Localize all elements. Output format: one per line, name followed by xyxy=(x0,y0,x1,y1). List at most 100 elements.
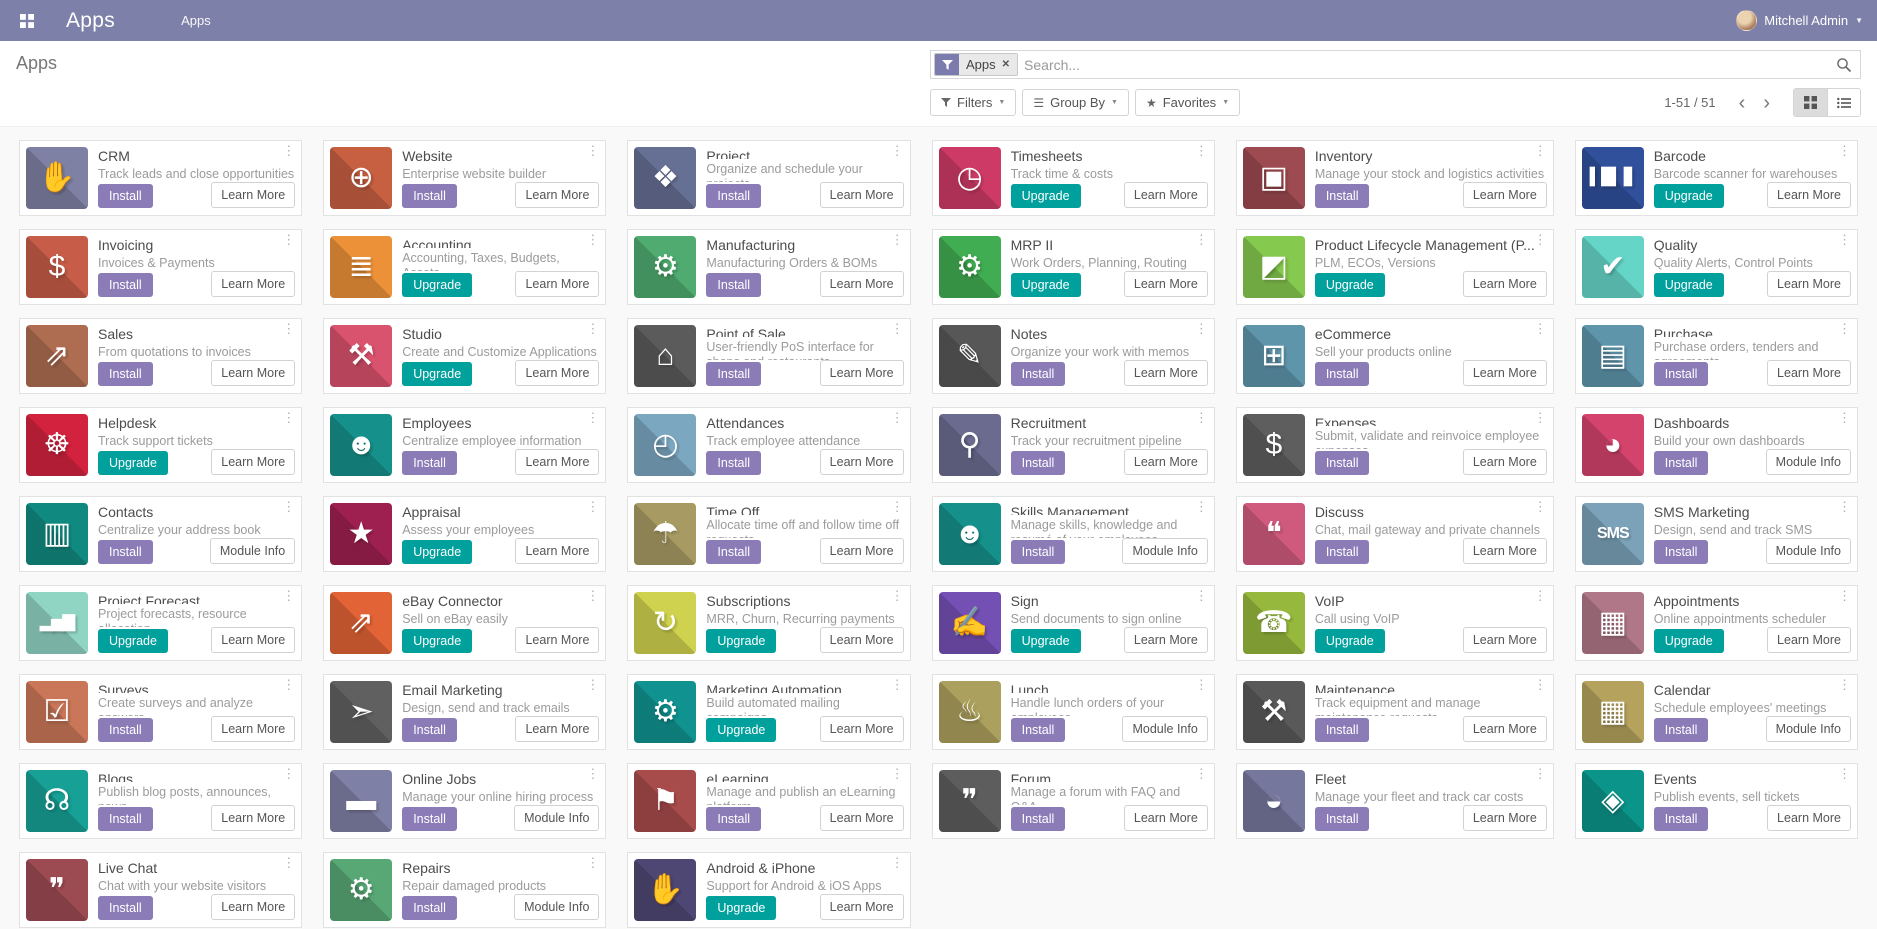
group-by-button[interactable]: ☰ Group By ▼ xyxy=(1022,89,1129,116)
kebab-menu-icon[interactable]: ⋮ xyxy=(1837,499,1851,514)
upgrade-button[interactable]: Upgrade xyxy=(1653,184,1724,208)
search-icon[interactable] xyxy=(1836,57,1852,73)
kebab-menu-icon[interactable]: ⋮ xyxy=(282,855,296,870)
install-button[interactable]: Install xyxy=(1314,451,1370,475)
install-button[interactable]: Install xyxy=(1653,451,1709,475)
learn-more-link[interactable]: Learn More xyxy=(1462,449,1547,475)
upgrade-button[interactable]: Upgrade xyxy=(98,451,168,475)
learn-more-link[interactable]: Learn More xyxy=(515,271,600,297)
kebab-menu-icon[interactable]: ⋮ xyxy=(282,766,296,781)
learn-more-link[interactable]: Learn More xyxy=(211,894,296,920)
install-button[interactable]: Install xyxy=(706,273,762,297)
kebab-menu-icon[interactable]: ⋮ xyxy=(586,321,600,336)
install-button[interactable]: Install xyxy=(1653,718,1709,742)
pager-next-icon[interactable]: › xyxy=(1763,91,1770,114)
kebab-menu-icon[interactable]: ⋮ xyxy=(1194,410,1208,425)
learn-more-link[interactable]: Learn More xyxy=(515,360,600,386)
install-button[interactable]: Install xyxy=(98,807,153,831)
kebab-menu-icon[interactable]: ⋮ xyxy=(890,143,904,158)
install-button[interactable]: Install xyxy=(98,362,153,386)
learn-more-link[interactable]: Learn More xyxy=(211,449,296,475)
install-button[interactable]: Install xyxy=(1010,718,1066,742)
learn-more-link[interactable]: Learn More xyxy=(819,271,904,297)
upgrade-button[interactable]: Upgrade xyxy=(402,540,473,564)
kebab-menu-icon[interactable]: ⋮ xyxy=(1837,232,1851,247)
kebab-menu-icon[interactable]: ⋮ xyxy=(586,588,600,603)
install-button[interactable]: Install xyxy=(706,184,762,208)
module-info-link[interactable]: Module Info xyxy=(1122,538,1208,564)
learn-more-link[interactable]: Learn More xyxy=(819,182,904,208)
install-button[interactable]: Install xyxy=(1653,362,1709,386)
kebab-menu-icon[interactable]: ⋮ xyxy=(1533,232,1547,247)
kebab-menu-icon[interactable]: ⋮ xyxy=(586,855,600,870)
install-button[interactable]: Install xyxy=(1653,540,1709,564)
kebab-menu-icon[interactable]: ⋮ xyxy=(586,499,600,514)
kebab-menu-icon[interactable]: ⋮ xyxy=(1194,677,1208,692)
kebab-menu-icon[interactable]: ⋮ xyxy=(1837,588,1851,603)
install-button[interactable]: Install xyxy=(1314,184,1370,208)
kebab-menu-icon[interactable]: ⋮ xyxy=(586,766,600,781)
learn-more-link[interactable]: Learn More xyxy=(1462,716,1547,742)
learn-more-link[interactable]: Learn More xyxy=(211,627,296,653)
kebab-menu-icon[interactable]: ⋮ xyxy=(890,855,904,870)
learn-more-link[interactable]: Learn More xyxy=(1767,182,1851,208)
install-button[interactable]: Install xyxy=(1010,362,1066,386)
kebab-menu-icon[interactable]: ⋮ xyxy=(1837,766,1851,781)
list-view-button[interactable] xyxy=(1827,89,1860,116)
kanban-view-button[interactable] xyxy=(1794,89,1827,116)
kebab-menu-icon[interactable]: ⋮ xyxy=(586,143,600,158)
install-button[interactable]: Install xyxy=(1010,540,1066,564)
kebab-menu-icon[interactable]: ⋮ xyxy=(1194,766,1208,781)
learn-more-link[interactable]: Learn More xyxy=(515,449,600,475)
learn-more-link[interactable]: Learn More xyxy=(1462,360,1547,386)
learn-more-link[interactable]: Learn More xyxy=(1462,805,1547,831)
learn-more-link[interactable]: Learn More xyxy=(1123,271,1208,297)
learn-more-link[interactable]: Learn More xyxy=(819,538,904,564)
module-info-link[interactable]: Module Info xyxy=(514,894,600,920)
filters-button[interactable]: Filters ▼ xyxy=(930,89,1017,116)
kebab-menu-icon[interactable]: ⋮ xyxy=(282,321,296,336)
module-info-link[interactable]: Module Info xyxy=(1765,716,1851,742)
learn-more-link[interactable]: Learn More xyxy=(211,360,296,386)
install-button[interactable]: Install xyxy=(1314,540,1370,564)
install-button[interactable]: Install xyxy=(1653,807,1709,831)
kebab-menu-icon[interactable]: ⋮ xyxy=(1533,588,1547,603)
install-button[interactable]: Install xyxy=(1314,718,1370,742)
install-button[interactable]: Install xyxy=(98,273,153,297)
apps-menu-icon[interactable] xyxy=(14,8,40,34)
install-button[interactable]: Install xyxy=(706,807,762,831)
learn-more-link[interactable]: Learn More xyxy=(1462,538,1547,564)
kebab-menu-icon[interactable]: ⋮ xyxy=(282,232,296,247)
kebab-menu-icon[interactable]: ⋮ xyxy=(1194,232,1208,247)
learn-more-link[interactable]: Learn More xyxy=(1767,627,1851,653)
learn-more-link[interactable]: Learn More xyxy=(211,805,296,831)
kebab-menu-icon[interactable]: ⋮ xyxy=(1194,499,1208,514)
upgrade-button[interactable]: Upgrade xyxy=(98,629,168,653)
kebab-menu-icon[interactable]: ⋮ xyxy=(1194,588,1208,603)
install-button[interactable]: Install xyxy=(98,896,153,920)
kebab-menu-icon[interactable]: ⋮ xyxy=(282,588,296,603)
kebab-menu-icon[interactable]: ⋮ xyxy=(1837,677,1851,692)
learn-more-link[interactable]: Learn More xyxy=(1123,805,1208,831)
module-info-link[interactable]: Module Info xyxy=(209,538,296,564)
learn-more-link[interactable]: Learn More xyxy=(515,627,600,653)
kebab-menu-icon[interactable]: ⋮ xyxy=(890,410,904,425)
kebab-menu-icon[interactable]: ⋮ xyxy=(1533,499,1547,514)
nav-menu-apps[interactable]: Apps xyxy=(181,13,211,28)
module-info-link[interactable]: Module Info xyxy=(1122,716,1208,742)
kebab-menu-icon[interactable]: ⋮ xyxy=(282,677,296,692)
kebab-menu-icon[interactable]: ⋮ xyxy=(586,232,600,247)
kebab-menu-icon[interactable]: ⋮ xyxy=(890,499,904,514)
kebab-menu-icon[interactable]: ⋮ xyxy=(1194,321,1208,336)
learn-more-link[interactable]: Learn More xyxy=(819,360,904,386)
install-button[interactable]: Install xyxy=(706,451,762,475)
install-button[interactable]: Install xyxy=(402,184,457,208)
kebab-menu-icon[interactable]: ⋮ xyxy=(1837,321,1851,336)
search-bar[interactable]: Apps ✕ xyxy=(930,50,1861,79)
upgrade-button[interactable]: Upgrade xyxy=(1314,629,1385,653)
install-button[interactable]: Install xyxy=(706,362,762,386)
kebab-menu-icon[interactable]: ⋮ xyxy=(282,410,296,425)
learn-more-link[interactable]: Learn More xyxy=(1123,360,1208,386)
upgrade-button[interactable]: Upgrade xyxy=(1010,184,1081,208)
close-icon[interactable]: ✕ xyxy=(1001,59,1011,70)
